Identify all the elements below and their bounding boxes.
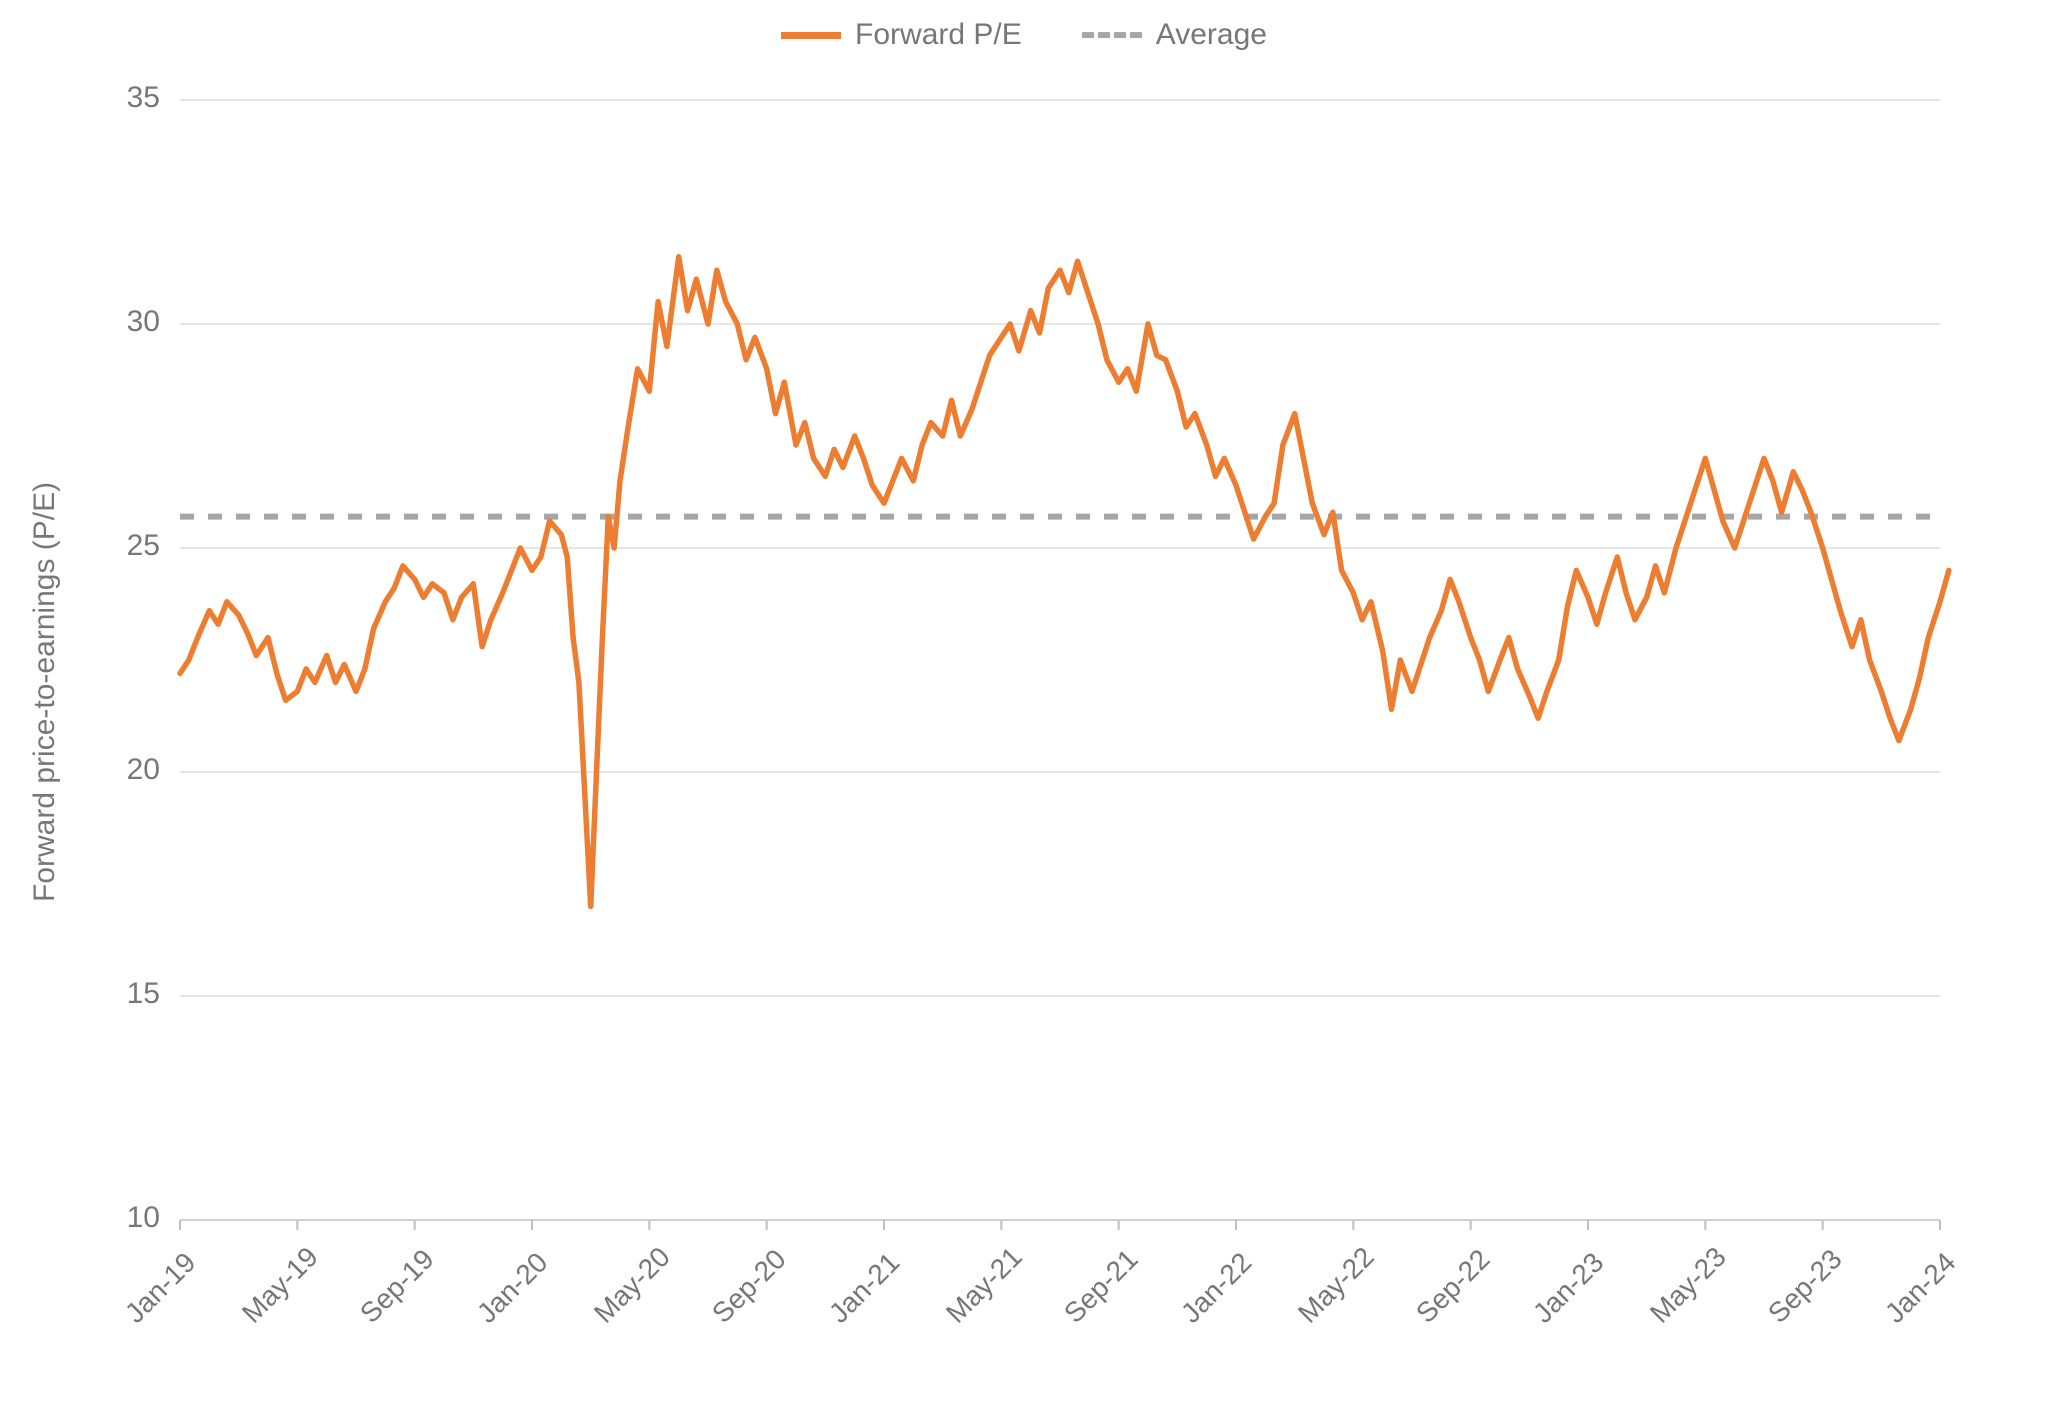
y-tick-label: 10 [127,1201,160,1235]
legend-label-average: Average [1156,18,1267,52]
y-tick-label: 30 [127,305,160,339]
plot-svg [0,0,2048,1401]
series-forward-pe-line [180,257,1949,907]
legend-label-forward-pe: Forward P/E [855,18,1022,52]
chart-container: { "chart": { "type": "line", "canvas": {… [0,0,2048,1401]
y-tick-label: 20 [127,753,160,787]
legend-swatch-forward-pe [781,32,841,39]
legend-item-average: Average [1082,18,1267,52]
y-tick-label: 25 [127,529,160,563]
y-tick-label: 35 [127,81,160,115]
legend-item-forward-pe: Forward P/E [781,18,1022,52]
legend: Forward P/E Average [0,18,2048,52]
legend-swatch-average [1082,32,1142,38]
y-tick-label: 15 [127,977,160,1011]
y-axis-title: Forward price-to-earnings (P/E) [28,482,62,902]
